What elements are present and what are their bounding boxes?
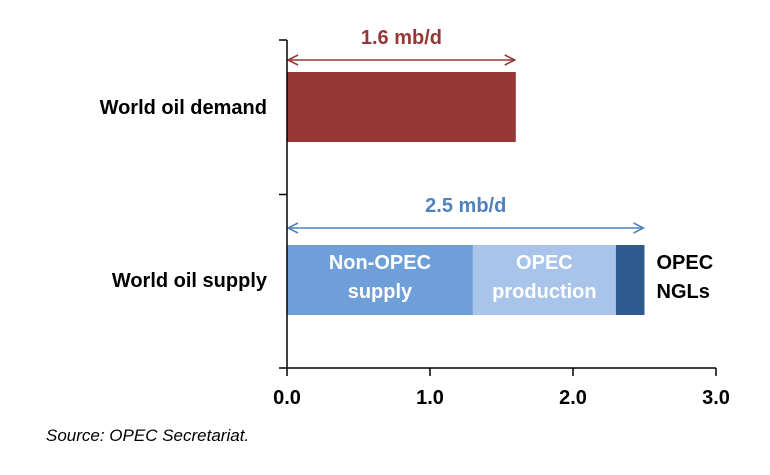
bar-world-oil-supply-opec-ngls	[615, 245, 645, 315]
segment-label-opec-ngls: OPEC NGLs	[657, 252, 714, 303]
bar-world-oil-supply-opec-production	[472, 245, 616, 315]
x-tick-label-2-0: 2.0	[559, 387, 587, 409]
axes-layer	[279, 39, 717, 376]
x-tick-label-3-0: 3.0	[702, 387, 730, 409]
bar-world-oil-demand-world-oil-demand	[287, 72, 516, 142]
annotation-label-world-oil-demand: 1.6 mb/d	[361, 27, 442, 49]
annotation-label-world-oil-supply: 2.5 mb/d	[425, 195, 506, 217]
category-label-world-oil-demand: World oil demand	[100, 97, 267, 119]
labels-layer: Non-OPEC supply OPEC production OPEC NGLs Worl…	[100, 97, 730, 409]
bar-world-oil-supply-non-opec-supply	[287, 245, 473, 315]
bars-layer	[287, 72, 645, 315]
source-note: Source: OPEC Secretariat.	[46, 426, 250, 445]
x-tick-label-0-0: 0.0	[273, 387, 301, 409]
segment-label-opec-production: OPEC production	[492, 252, 596, 303]
category-label-world-oil-supply: World oil supply	[112, 270, 268, 292]
annotations-layer: 1.6 mb/d 2.5 mb/d	[288, 27, 644, 228]
segment-label-non-opec-supply: Non-OPEC supply	[329, 252, 431, 303]
x-tick-label-1-0: 1.0	[416, 387, 444, 409]
